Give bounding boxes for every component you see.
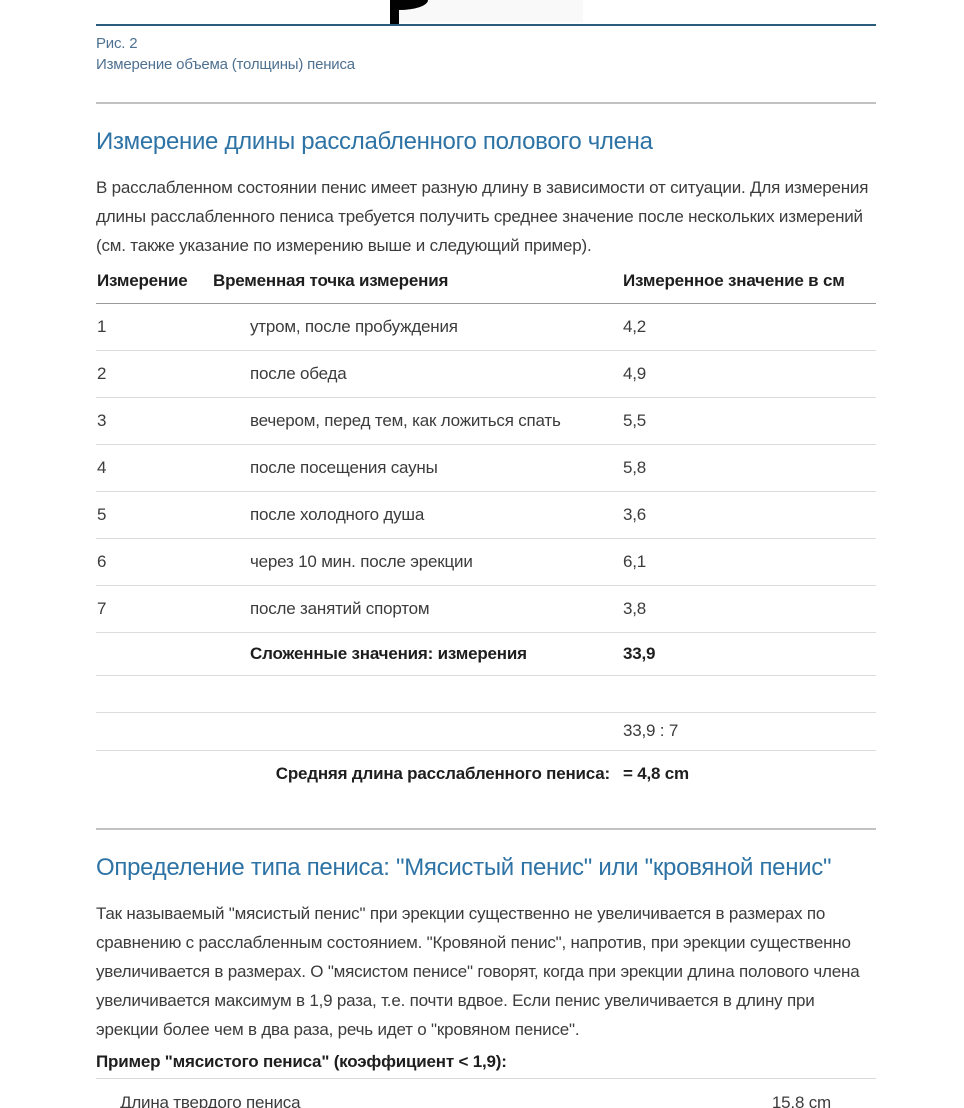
table-row: 4 после посещения сауны 5,8 — [96, 444, 876, 492]
table-row: 7 после занятий спортом 3,8 — [96, 585, 876, 633]
measurement-table: Измерение Временная точка измерения Изме… — [96, 262, 876, 798]
cell-timepoint: после занятий спортом — [213, 585, 623, 633]
division-value: 33,9 : 7 — [623, 712, 876, 751]
empty-cell — [96, 675, 876, 713]
cell-value: 6,1 — [623, 538, 876, 586]
table-row: 3 вечером, перед тем, как ложиться спать… — [96, 397, 876, 445]
cell-timepoint: через 10 мин. после эрекции — [213, 538, 623, 586]
cell-measurement-number: 2 — [96, 350, 213, 398]
example-row-value: 15,8 cm — [612, 1078, 876, 1108]
sum-row-spacer — [96, 632, 213, 676]
average-label: Средняя длина расслабленного пениса: — [275, 764, 610, 783]
section-divider — [96, 828, 876, 830]
cell-timepoint: после обеда — [213, 350, 623, 398]
example-table: Длина твердого пениса 15,8 cm — [96, 1078, 876, 1108]
cell-timepoint: после холодного душа — [213, 491, 623, 539]
sum-row: Сложенные значения: измерения 33,9 — [96, 632, 876, 676]
section2-heading: Определение типа пениса: "Мясистый пенис… — [96, 854, 832, 881]
table-row: 2 после обеда 4,9 — [96, 350, 876, 398]
section-divider — [96, 102, 876, 104]
column-header-measurement: Измерение — [96, 262, 213, 304]
cell-measurement-number: 3 — [96, 397, 213, 445]
sum-value: 33,9 — [623, 632, 876, 676]
figure-caption-label: Рис. 2 — [96, 35, 138, 52]
example-row: Длина твердого пениса 15,8 cm — [96, 1078, 876, 1108]
figure-bottom-rule — [96, 24, 876, 26]
figure-caption-text: Измерение объема (толщины) пениса — [96, 56, 355, 73]
column-header-timepoint: Временная точка измерения — [213, 262, 623, 304]
section1-heading: Измерение длины расслабленного полового … — [96, 128, 653, 155]
cell-timepoint: утром, после пробуждения — [213, 303, 623, 351]
cell-value: 4,2 — [623, 303, 876, 351]
figure-image-background — [399, 0, 583, 22]
section2-paragraph: Так называемый "мясистый пенис" при эрек… — [96, 904, 860, 1039]
table-header-row: Измерение Временная точка измерения Изме… — [96, 262, 876, 304]
table-row: 1 утром, после пробуждения 4,2 — [96, 303, 876, 351]
cell-value: 5,8 — [623, 444, 876, 492]
cell-measurement-number: 4 — [96, 444, 213, 492]
article-content: Рис. 2 Измерение объема (толщины) пениса… — [96, 0, 876, 1108]
cell-measurement-number: 7 — [96, 585, 213, 633]
example-heading: Пример "мясистого пениса" (коэффициент <… — [96, 1052, 507, 1071]
cell-value: 3,6 — [623, 491, 876, 539]
table-row: 6 через 10 мин. после эрекции 6,1 — [96, 538, 876, 586]
figure-image-crop — [96, 0, 876, 24]
cell-value: 3,8 — [623, 585, 876, 633]
cell-value: 4,9 — [623, 350, 876, 398]
cell-timepoint: после посещения сауны — [213, 444, 623, 492]
average-row: Средняя длина расслабленного пениса: = 4… — [96, 751, 876, 799]
table-row: 5 после холодного душа 3,6 — [96, 491, 876, 539]
cell-timepoint: вечером, перед тем, как ложиться спать — [213, 397, 623, 445]
division-row: 33,9 : 7 — [96, 712, 876, 751]
figure-caption: Рис. 2 Измерение объема (толщины) пениса — [96, 33, 876, 75]
cell-measurement-number: 6 — [96, 538, 213, 586]
cell-measurement-number: 5 — [96, 491, 213, 539]
empty-row — [96, 675, 876, 713]
section1-paragraph: В расслабленном состоянии пенис имеет ра… — [96, 178, 869, 255]
sum-label: Сложенные значения: измерения — [213, 632, 623, 676]
cell-measurement-number: 1 — [96, 303, 213, 351]
figure-image-fragment — [399, 0, 428, 10]
figure-image-fragment — [390, 0, 399, 24]
example-row-label: Длина твердого пениса — [96, 1078, 613, 1108]
column-header-value: Измеренное значение в см — [623, 262, 876, 304]
average-value: = 4,8 cm — [623, 764, 689, 783]
division-spacer — [96, 712, 623, 751]
cell-value: 5,5 — [623, 397, 876, 445]
